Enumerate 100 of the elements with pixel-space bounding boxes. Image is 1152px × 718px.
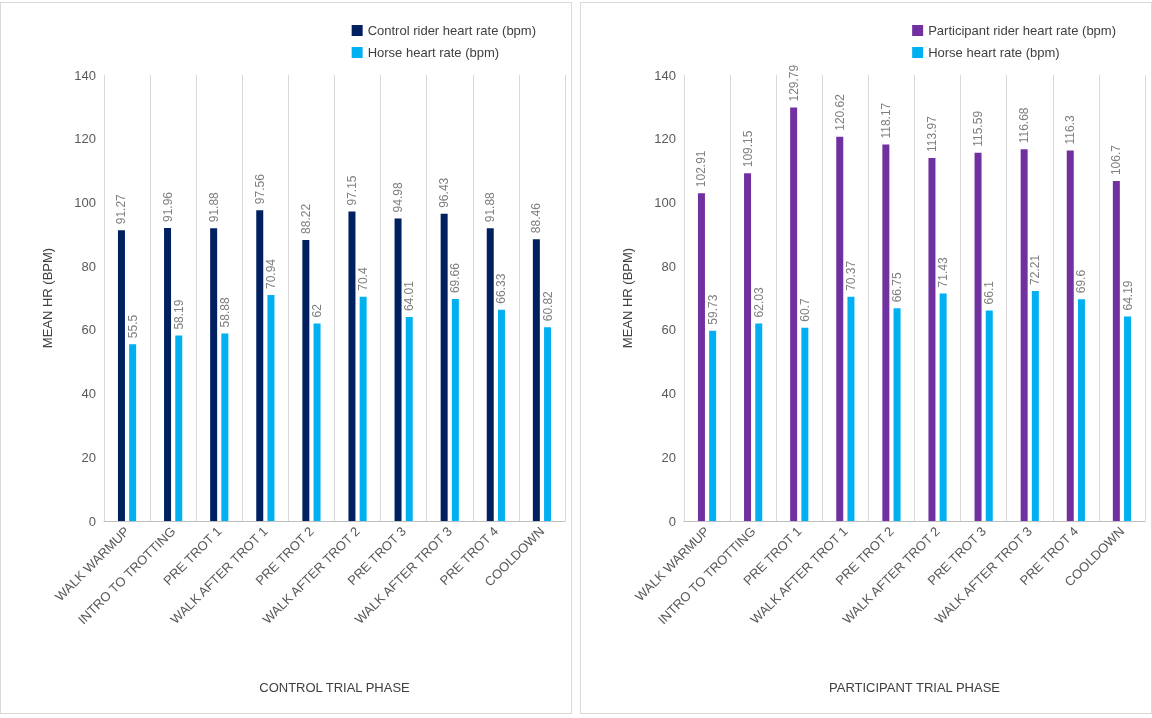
bar xyxy=(985,310,993,521)
data-label: 91.27 xyxy=(114,193,129,225)
data-label: 113.97 xyxy=(924,115,939,152)
y-tick-label: 80 xyxy=(81,258,96,274)
bar xyxy=(928,157,936,521)
data-label: 118.17 xyxy=(878,102,893,139)
bar xyxy=(348,211,356,521)
data-label: 116.68 xyxy=(1017,107,1032,144)
bar xyxy=(1031,290,1039,521)
y-tick-label: 60 xyxy=(661,322,676,338)
data-label: 94.98 xyxy=(391,182,406,213)
bar xyxy=(221,333,229,521)
bar xyxy=(532,239,540,521)
data-label: 91.88 xyxy=(206,191,221,223)
bar xyxy=(267,295,275,521)
bar xyxy=(117,230,125,521)
data-label: 69.6 xyxy=(1074,269,1089,294)
bar xyxy=(1077,299,1085,521)
data-label: 129.79 xyxy=(786,64,801,102)
data-label: 97.56 xyxy=(252,173,267,205)
x-axis-title: PARTICIPANT TRIAL PHASE xyxy=(829,680,1001,695)
y-axis-title: MEAN HR (BPM) xyxy=(620,247,635,349)
bar xyxy=(790,107,798,521)
legend-label: Control rider heart rate (bpm) xyxy=(367,23,536,38)
bar xyxy=(755,323,763,521)
bar xyxy=(405,317,413,521)
y-tick-label: 80 xyxy=(661,258,676,274)
data-label: 70.94 xyxy=(263,258,278,290)
data-label: 64.19 xyxy=(1120,280,1135,311)
bar xyxy=(939,293,947,521)
y-tick-label: 100 xyxy=(74,194,96,210)
bar xyxy=(697,193,705,521)
y-tick-label: 20 xyxy=(661,449,676,465)
bar xyxy=(544,327,552,521)
y-tick-label: 140 xyxy=(74,67,96,83)
bar xyxy=(302,239,310,521)
legend-label: Horse heart rate (bpm) xyxy=(928,45,1060,60)
bar xyxy=(164,228,172,521)
bar xyxy=(893,308,901,521)
data-label: 109.15 xyxy=(740,130,755,168)
data-label: 71.43 xyxy=(936,257,951,288)
bar xyxy=(313,323,321,521)
y-tick-label: 40 xyxy=(81,386,96,402)
data-label: 97.15 xyxy=(344,175,359,206)
data-label: 69.66 xyxy=(448,262,463,294)
y-tick-label: 120 xyxy=(654,131,676,147)
y-axis-title: MEAN HR (BPM) xyxy=(40,247,55,349)
data-label: 88.46 xyxy=(529,202,544,234)
bar xyxy=(486,228,494,521)
y-tick-label: 60 xyxy=(81,322,96,338)
data-label: 102.91 xyxy=(694,150,709,188)
legend-label: Participant rider heart rate (bpm) xyxy=(928,23,1117,38)
data-label: 66.75 xyxy=(890,272,905,303)
bar xyxy=(709,330,717,521)
data-label: 66.1 xyxy=(982,280,997,305)
y-tick-label: 40 xyxy=(661,386,676,402)
bar xyxy=(1124,316,1132,521)
bar xyxy=(256,210,264,521)
data-label: 66.33 xyxy=(494,273,509,304)
y-tick-label: 100 xyxy=(654,194,676,210)
x-axis-title: CONTROL TRIAL PHASE xyxy=(259,680,411,695)
bar xyxy=(440,213,448,521)
data-label: 62 xyxy=(310,303,325,318)
bar xyxy=(394,218,402,521)
bar xyxy=(744,173,752,521)
data-label: 70.4 xyxy=(356,267,371,291)
bar xyxy=(1020,149,1028,521)
bar xyxy=(1112,181,1120,521)
data-label: 96.43 xyxy=(437,177,452,208)
y-tick-label: 0 xyxy=(88,513,96,529)
data-label: 58.19 xyxy=(171,299,186,330)
data-label: 72.21 xyxy=(1028,254,1043,285)
data-label: 91.96 xyxy=(160,191,175,223)
bar xyxy=(129,344,137,521)
bar xyxy=(1066,150,1074,521)
data-label: 59.73 xyxy=(705,294,720,325)
data-label: 116.3 xyxy=(1063,115,1078,145)
data-label: 58.88 xyxy=(217,297,232,328)
bar xyxy=(882,144,890,521)
data-label: 70.37 xyxy=(843,260,858,291)
data-label: 55.5 xyxy=(125,314,140,339)
y-tick-label: 0 xyxy=(668,513,676,529)
legend-label: Horse heart rate (bpm) xyxy=(367,45,500,60)
y-tick-label: 140 xyxy=(654,67,676,83)
data-label: 106.7 xyxy=(1109,144,1124,176)
y-tick-label: 120 xyxy=(74,131,96,147)
data-label: 62.03 xyxy=(751,287,766,318)
bar xyxy=(847,296,855,521)
bar xyxy=(210,228,218,521)
data-label: 60.82 xyxy=(540,290,555,322)
data-label: 120.62 xyxy=(832,93,847,131)
bar xyxy=(451,299,459,521)
data-label: 64.01 xyxy=(402,280,417,312)
bar xyxy=(497,309,505,521)
data-label: 91.88 xyxy=(483,191,498,223)
bar xyxy=(801,327,809,521)
bar xyxy=(175,335,183,521)
bar xyxy=(974,152,982,521)
data-label: 88.22 xyxy=(298,203,313,234)
bar xyxy=(836,136,844,521)
